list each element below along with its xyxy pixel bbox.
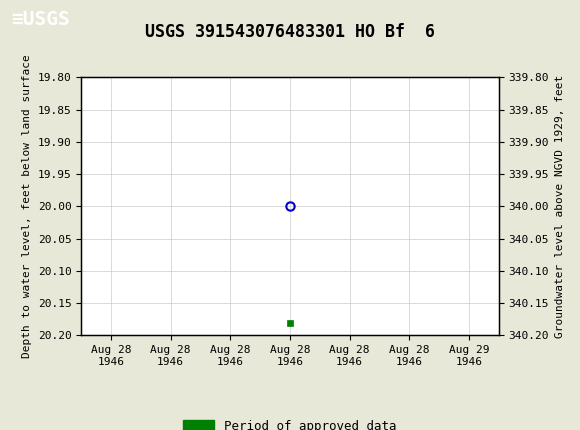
Text: USGS 391543076483301 HO Bf  6: USGS 391543076483301 HO Bf 6 xyxy=(145,23,435,41)
Y-axis label: Groundwater level above NGVD 1929, feet: Groundwater level above NGVD 1929, feet xyxy=(554,75,564,338)
Legend: Period of approved data: Period of approved data xyxy=(178,415,402,430)
Y-axis label: Depth to water level, feet below land surface: Depth to water level, feet below land su… xyxy=(22,55,32,358)
Text: ≡USGS: ≡USGS xyxy=(12,10,70,29)
